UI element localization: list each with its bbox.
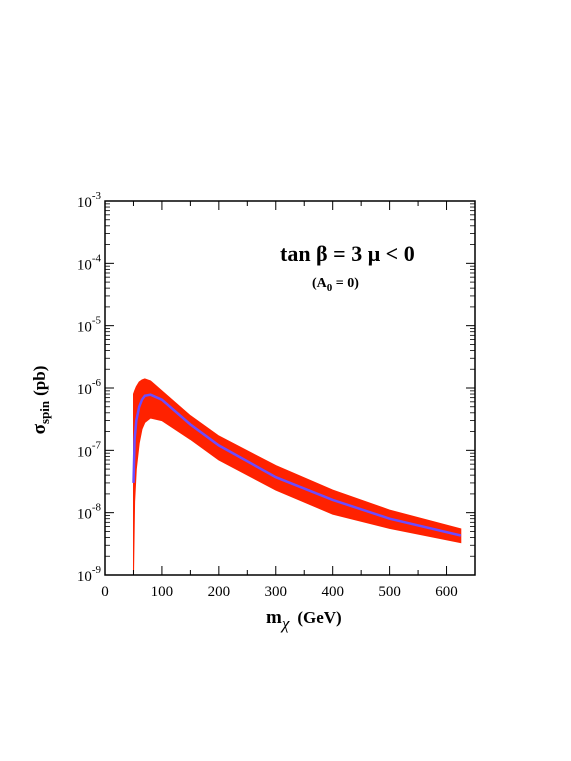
annotation-sub-index: 0 <box>327 282 333 294</box>
y-tick-label: 10-9 <box>77 564 102 585</box>
y-tick-label: 10-3 <box>77 190 102 211</box>
x-axis-label: mχ (GeV) <box>266 607 342 633</box>
annotation-sub-close: = 0) <box>332 276 359 291</box>
y-axis-label-symbol: σ <box>29 423 50 434</box>
x-axis-label-symbol: m <box>266 607 282 628</box>
annotation-sub-open: (A <box>312 276 328 291</box>
x-axis-ticks: 0 100 200 300 400 500 600 <box>101 201 458 600</box>
x-tick-label: 500 <box>378 584 401 600</box>
x-axis-label-sub: χ <box>280 614 290 633</box>
x-axis-label-unit: (GeV) <box>297 608 341 627</box>
series-layer <box>132 393 462 537</box>
y-axis-label-sub: spin <box>37 400 52 424</box>
annotation-sub: (A0 = 0) <box>312 276 359 294</box>
y-tick-label: 10-8 <box>77 502 102 523</box>
x-tick-label: 100 <box>151 584 174 600</box>
y-tick-label: 10-5 <box>77 315 102 336</box>
uncertainty-band <box>133 378 462 576</box>
band-layer <box>133 378 462 576</box>
y-tick-label: 10-6 <box>77 377 102 398</box>
y-tick-label: 10-4 <box>77 252 102 273</box>
x-tick-label: 0 <box>101 584 109 600</box>
y-axis-label-unit: (pb) <box>30 366 49 396</box>
y-tick-label: 10-7 <box>77 439 102 460</box>
series-line-0 <box>132 393 462 537</box>
x-tick-label: 600 <box>435 584 458 600</box>
x-tick-label: 200 <box>208 584 231 600</box>
x-tick-label: 300 <box>265 584 288 600</box>
y-axis-ticks: 10-9 10-8 10-7 10-6 10-5 10-4 10-3 <box>77 190 475 585</box>
y-axis-label: σspin (pb) <box>29 366 52 435</box>
x-tick-label: 400 <box>321 584 344 600</box>
annotation-main: tan β = 3 μ < 0 <box>280 241 415 266</box>
